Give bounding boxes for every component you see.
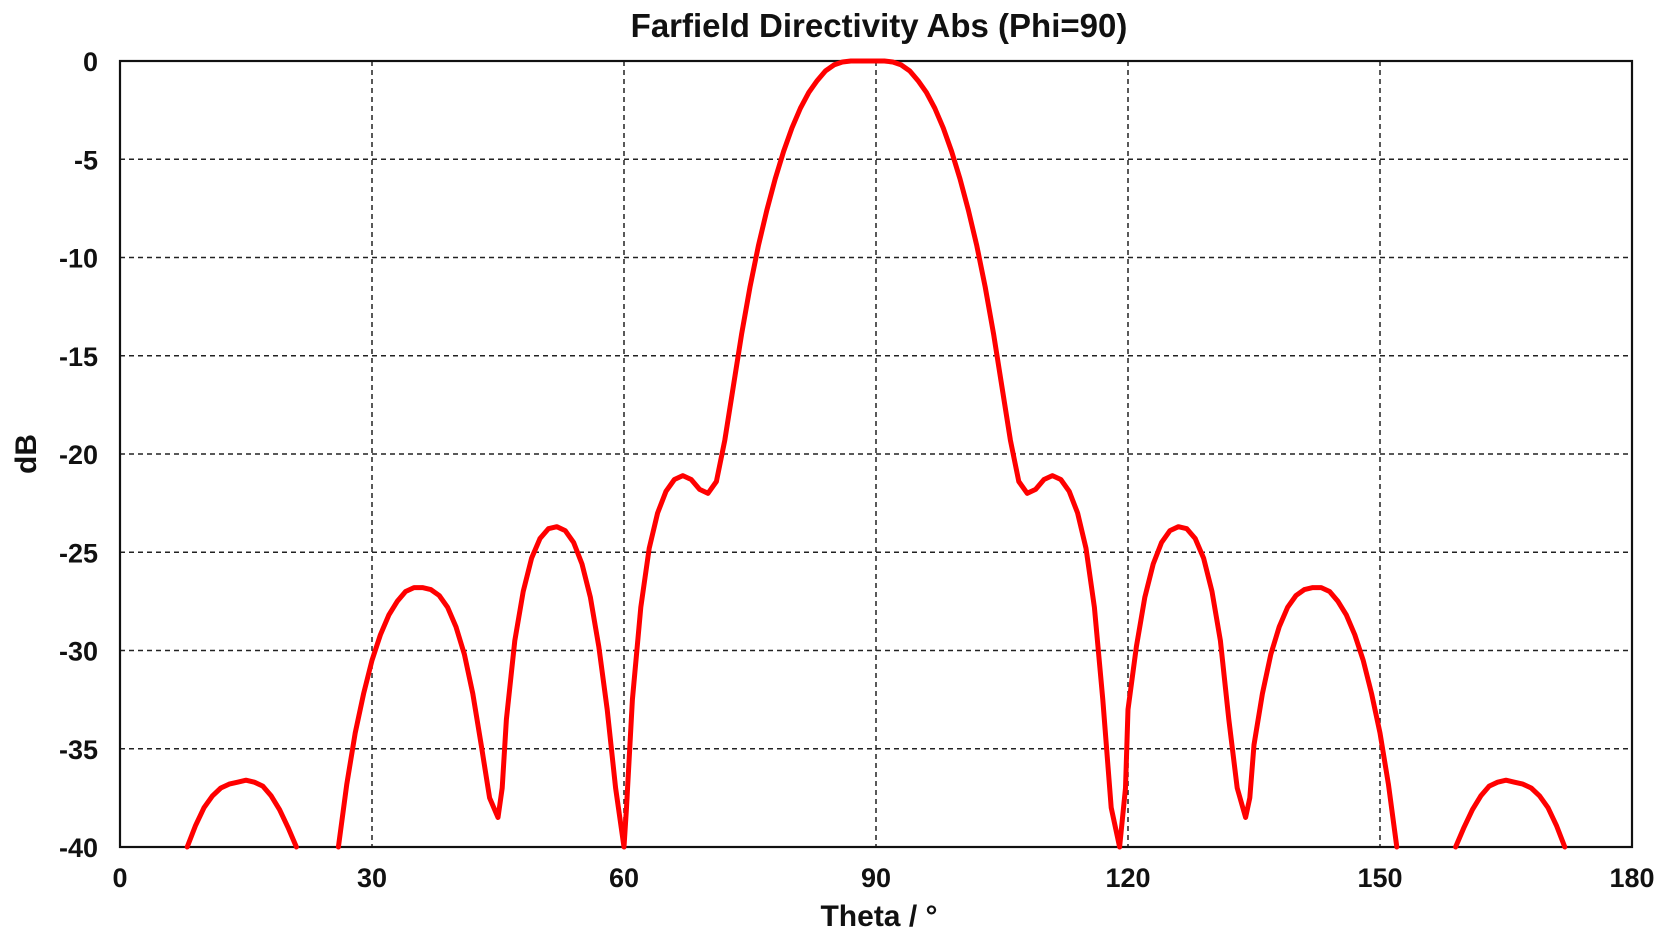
y-tick-label: -40	[59, 833, 98, 863]
series-line-segment	[335, 58, 1400, 850]
y-tick-label: -30	[59, 637, 98, 667]
y-tick-label: -20	[59, 440, 98, 470]
y-tick-label: -5	[74, 145, 98, 175]
y-tick-label: -35	[59, 735, 98, 765]
y-axis-label: dB	[10, 434, 43, 474]
y-tick-label: -10	[59, 244, 98, 274]
chart-title: Farfield Directivity Abs (Phi=90)	[631, 7, 1128, 44]
grid-lines	[120, 61, 1632, 847]
x-tick-label: 0	[112, 863, 127, 893]
y-tick-label: 0	[83, 47, 98, 77]
x-axis-label: Theta / °	[820, 900, 937, 933]
y-axis-ticks: 0 -5 -10 -15 -20 -25 -30 -35 -40	[59, 47, 98, 863]
x-tick-label: 150	[1357, 863, 1402, 893]
y-tick-label: -25	[59, 538, 98, 568]
series-layer	[184, 58, 1568, 850]
x-tick-label: 30	[357, 863, 387, 893]
x-tick-label: 180	[1609, 863, 1654, 893]
series-line-segment	[184, 777, 299, 850]
x-axis-ticks: 0 30 60 90 120 150 180	[112, 863, 1654, 893]
y-tick-label: -15	[59, 342, 98, 372]
x-tick-label: 120	[1105, 863, 1150, 893]
x-tick-label: 90	[861, 863, 891, 893]
series-line-segment	[1453, 777, 1568, 850]
x-tick-label: 60	[609, 863, 639, 893]
